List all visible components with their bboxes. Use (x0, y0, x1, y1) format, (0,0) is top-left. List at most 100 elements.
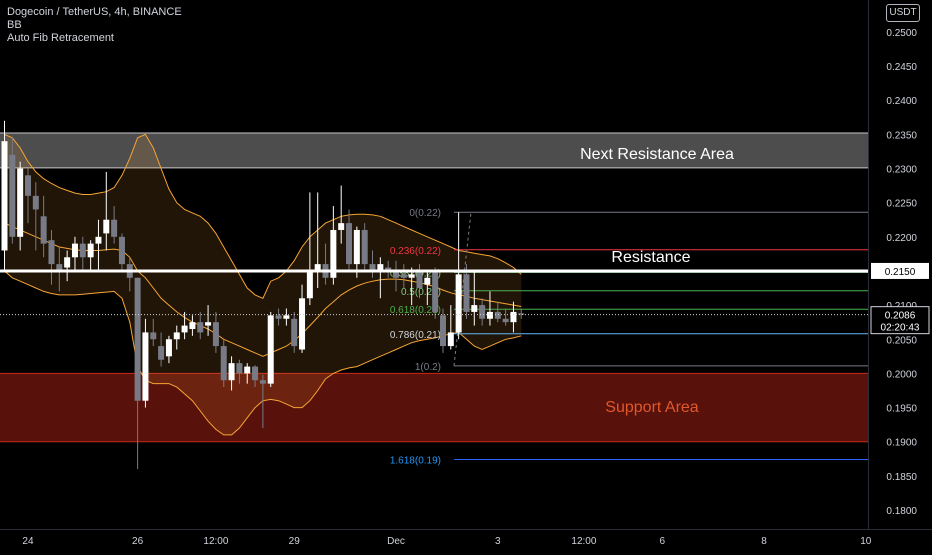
candle-body (400, 274, 407, 278)
indicator-fib-label[interactable]: Auto Fib Retracement (7, 32, 114, 44)
fib-label-1.618: 1.618(0.19) (390, 455, 441, 466)
candle-body (1, 141, 8, 251)
candle-body (494, 311, 501, 319)
candle-body (518, 313, 525, 315)
candle-body (111, 219, 118, 237)
candle-body (9, 154, 16, 237)
candle-body (24, 175, 31, 196)
price-tick-label: 0.1800 (886, 506, 917, 517)
candle-body (377, 264, 384, 271)
candle-body (393, 270, 399, 278)
candle-body (56, 264, 63, 271)
fib-trend-line (453, 212, 472, 366)
time-tick-label: 12:00 (571, 536, 596, 547)
candle-body (447, 332, 454, 347)
fib-label-0.236: 0.236(0.22) (390, 246, 441, 257)
candle-body (353, 229, 360, 265)
resistance-label: Resistance (611, 249, 690, 266)
candle-body (252, 366, 259, 381)
candle-body (463, 274, 470, 312)
candle-body (299, 298, 306, 350)
last-price-tag (870, 306, 930, 335)
candle-body (283, 315, 290, 319)
price-tick-label: 0.2050 (886, 335, 917, 346)
candle-body (244, 366, 251, 374)
candle-body (306, 270, 313, 299)
candle-body (432, 270, 439, 312)
chart-title: Dogecoin / TetherUS, 4h, BINANCE (7, 6, 182, 18)
resistance-price-tag-label: 0.2150 (885, 267, 916, 278)
candle-body (103, 219, 110, 234)
time-tick-label: Dec (387, 536, 405, 547)
candle-body (212, 322, 219, 347)
support-label: Support Area (605, 399, 699, 416)
candle-body (510, 311, 517, 323)
time-tick-label: 29 (289, 536, 301, 547)
time-tick-label: 12:00 (203, 536, 228, 547)
time-tick-label: 26 (132, 536, 144, 547)
candle-body (17, 168, 24, 237)
candle-body (189, 322, 196, 330)
price-tick-label: 0.1850 (886, 472, 917, 483)
candle-body (369, 264, 376, 271)
candle-body (118, 236, 125, 265)
candle-body (314, 264, 321, 271)
candle-body (502, 318, 509, 323)
candle-body (259, 380, 266, 384)
support-zone (0, 373, 868, 442)
currency-button[interactable]: USDT (886, 4, 920, 22)
candle-body (158, 346, 165, 360)
candle-body (64, 257, 71, 268)
candle-body (71, 243, 78, 258)
candle-body (205, 322, 212, 326)
price-tick-label: 0.2350 (886, 130, 917, 141)
last-price-label: 0.2086 (885, 311, 916, 322)
time-tick-label: 24 (22, 536, 34, 547)
price-tick-label: 0.2000 (886, 369, 917, 380)
resistance-zone (0, 132, 868, 168)
candle-body (48, 240, 55, 265)
fib-label-0.786: 0.786(0.21) (390, 330, 441, 341)
candle-body (455, 274, 462, 333)
candle-body (471, 305, 478, 312)
candle-body (197, 322, 204, 333)
candle-body (486, 311, 493, 319)
price-tick-label: 0.2500 (886, 28, 917, 39)
time-tick-label: 10 (860, 536, 872, 547)
candle-body (424, 277, 431, 285)
candle-body (79, 243, 86, 258)
candle-body (338, 223, 345, 230)
countdown-label: 02:20:43 (881, 323, 920, 334)
price-tick-label: 0.2250 (886, 199, 917, 210)
time-tick-label: 3 (495, 536, 501, 547)
indicator-bb-label[interactable]: BB (7, 19, 22, 31)
fib-label-1: 1(0.2) (415, 362, 441, 373)
candle-body (32, 195, 39, 210)
candle-body (150, 332, 157, 340)
candle-body (134, 277, 141, 401)
fib-label-0.382: 0.382(0.21) (390, 268, 441, 279)
resistance-price-tag (871, 262, 929, 279)
candle-body (361, 229, 368, 265)
candle-body (416, 270, 423, 289)
candle-body (439, 315, 446, 347)
candle-body (408, 274, 415, 278)
fib-label-0.5: 0.5(0.21) (401, 287, 441, 298)
bollinger-fill (4, 134, 522, 435)
fib-label-0: 0(0.22) (409, 208, 441, 219)
candle-body (236, 363, 243, 374)
candle-body (267, 315, 274, 384)
candle-body (142, 332, 149, 401)
candle-body (291, 318, 298, 347)
candle-body (173, 332, 180, 340)
candle-body (385, 267, 392, 271)
candle-body (275, 315, 282, 319)
bollinger-upper (4, 133, 522, 299)
candle-body (181, 325, 188, 333)
candle-body (346, 223, 353, 265)
candle-body (40, 216, 47, 244)
price-tick-label: 0.2400 (886, 96, 917, 107)
next-resistance-label: Next Resistance Area (580, 146, 734, 163)
